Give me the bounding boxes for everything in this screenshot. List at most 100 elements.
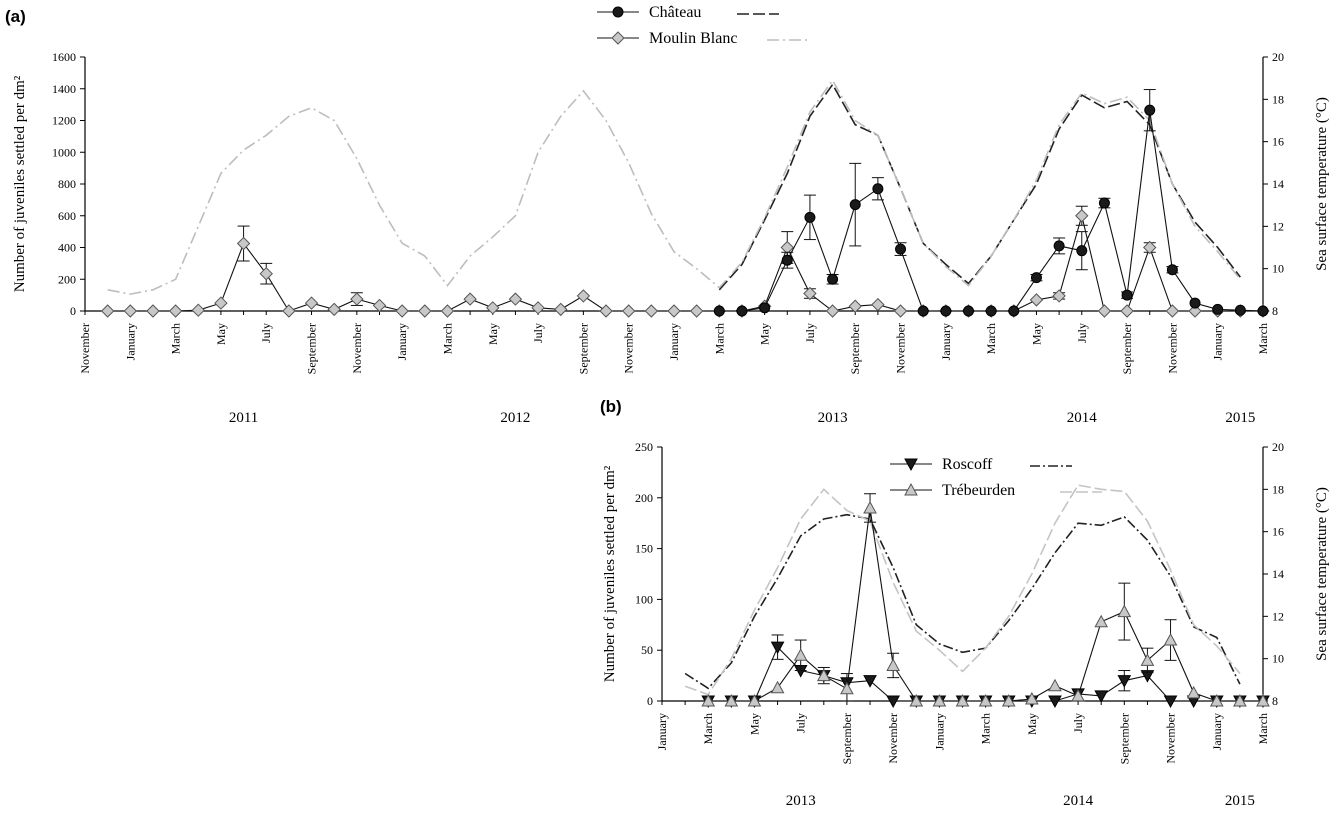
x-tick-label: March <box>169 323 183 354</box>
data-point <box>576 289 591 303</box>
data-point <box>1166 264 1178 276</box>
year-label: 2015 <box>1225 793 1255 809</box>
y2-tick-label: 14 <box>1272 567 1284 581</box>
data-point <box>816 668 831 682</box>
data-point <box>350 292 364 306</box>
data-point <box>1001 693 1016 707</box>
x-tick-label: January <box>667 323 681 360</box>
data-point <box>1120 304 1134 318</box>
series-line <box>107 213 1263 312</box>
data-point <box>871 297 885 312</box>
data-point <box>644 304 659 318</box>
x-tick-label: January <box>1211 323 1225 360</box>
y2-axis-title: Sea surface temperature (°C) <box>1314 97 1330 271</box>
data-point <box>191 303 205 317</box>
data-point <box>100 304 115 318</box>
data-point <box>168 304 183 318</box>
data-point <box>440 304 455 318</box>
temperature-line <box>684 484 1241 696</box>
data-point <box>1008 305 1020 317</box>
data-point <box>770 641 785 655</box>
data-point <box>886 658 900 671</box>
data-point <box>803 286 817 301</box>
data-point <box>689 304 704 318</box>
data-point <box>236 236 251 251</box>
data-point <box>1053 240 1065 252</box>
x-tick-label: September <box>576 323 590 374</box>
y-tick-label: 0 <box>70 304 76 318</box>
data-point <box>1163 632 1178 646</box>
year-label: 2014 <box>1063 793 1094 809</box>
y-tick-label: 150 <box>635 542 653 556</box>
x-tick-label: September <box>1117 713 1131 764</box>
data-point <box>985 305 997 317</box>
data-point <box>1098 197 1110 209</box>
x-tick-label: May <box>486 323 500 345</box>
legend-marker <box>611 31 625 45</box>
data-point <box>747 693 762 707</box>
x-tick-label: July <box>794 713 808 733</box>
panel-label: (a) <box>5 7 26 26</box>
data-point <box>372 298 387 313</box>
x-tick-label: September <box>840 713 854 764</box>
y2-tick-label: 16 <box>1272 135 1284 149</box>
y-axis-title: Number of juveniles settled per dm² <box>12 75 28 292</box>
data-point <box>1212 303 1224 315</box>
legend-marker <box>612 6 624 18</box>
x-tick-label: September <box>305 323 319 374</box>
data-point <box>1029 293 1044 307</box>
series-line <box>708 646 1263 702</box>
data-point <box>724 693 739 707</box>
x-tick-label: November <box>622 323 636 374</box>
data-point <box>327 302 341 317</box>
x-tick-label: January <box>123 323 137 360</box>
data-point <box>1117 675 1132 688</box>
x-tick-label: May <box>758 323 772 345</box>
x-tick-label: January <box>932 713 946 750</box>
legend-label: Moulin Blanc <box>649 30 737 47</box>
data-point <box>1097 304 1112 318</box>
y-tick-label: 800 <box>58 177 76 191</box>
data-point <box>1144 104 1156 116</box>
y-tick-label: 50 <box>641 643 653 657</box>
data-point <box>893 304 908 318</box>
data-point <box>793 648 808 661</box>
data-point <box>825 304 840 318</box>
data-point <box>1234 304 1246 316</box>
data-point <box>1209 693 1224 707</box>
legend-label: Trébeurden <box>942 482 1015 499</box>
y2-tick-label: 20 <box>1272 440 1284 454</box>
y2-axis-title: Sea surface temperature (°C) <box>1314 487 1330 661</box>
data-point <box>886 695 900 709</box>
data-point <box>554 302 568 317</box>
data-point <box>395 304 409 318</box>
y2-tick-label: 8 <box>1272 304 1278 318</box>
x-tick-label: September <box>1120 323 1134 374</box>
legend-marker <box>904 458 918 472</box>
y2-tick-label: 12 <box>1272 609 1284 623</box>
x-tick-label: January <box>655 713 669 750</box>
data-point <box>863 500 877 514</box>
data-point <box>759 302 771 314</box>
x-tick-label: November <box>78 323 92 374</box>
data-point <box>259 266 273 281</box>
data-point <box>895 243 907 255</box>
x-tick-label: July <box>259 323 273 343</box>
panel-a-chart: (a) 0 200 400 600 800 1000 1200 1400 1600 8 10 12 14 1… <box>5 4 1330 426</box>
y2-tick-label: 20 <box>1272 50 1284 64</box>
x-tick-label: March <box>440 323 454 354</box>
x-tick-label: November <box>886 713 900 764</box>
data-point <box>1189 297 1201 309</box>
x-tick-label: March <box>979 713 993 744</box>
data-point <box>1143 240 1157 255</box>
x-tick-label: March <box>1256 323 1270 354</box>
data-point <box>840 681 854 695</box>
y2-tick-label: 18 <box>1272 92 1284 106</box>
data-point <box>1163 695 1178 709</box>
data-point <box>1030 272 1042 284</box>
x-tick-label: November <box>894 323 908 374</box>
data-point <box>827 273 839 285</box>
data-point <box>1075 209 1089 223</box>
year-label: 2011 <box>229 410 258 426</box>
